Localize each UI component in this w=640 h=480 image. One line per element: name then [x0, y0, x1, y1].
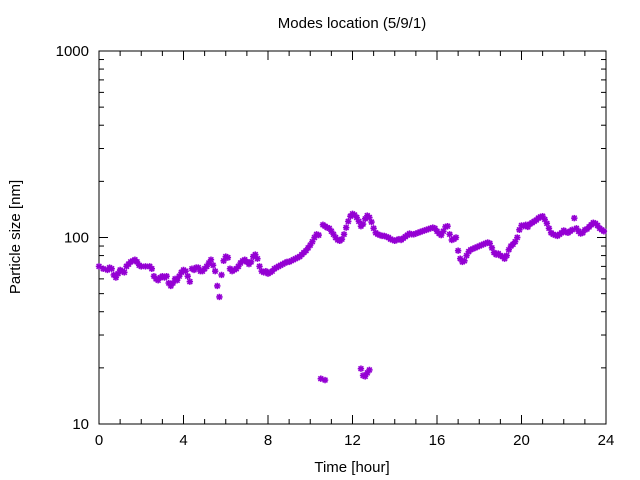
data-point — [452, 234, 460, 241]
data-point — [454, 247, 462, 254]
data-point — [184, 273, 191, 280]
data-points — [95, 210, 608, 384]
data-point — [342, 224, 350, 231]
x-tick-label: 4 — [179, 432, 187, 449]
data-point — [186, 278, 194, 285]
data-point — [121, 269, 128, 276]
data-point — [182, 267, 189, 275]
chart-title: Modes location (5/9/1) — [278, 15, 426, 32]
y-axis-label: Particle size [nm] — [7, 180, 24, 294]
data-point — [214, 282, 221, 290]
data-point — [368, 218, 375, 226]
data-point — [514, 234, 521, 241]
data-point — [218, 271, 225, 279]
data-point — [359, 220, 367, 228]
y-tick-labels: 10 100 1000 — [56, 43, 89, 433]
data-point — [148, 265, 156, 272]
data-point — [209, 262, 217, 269]
data-point — [108, 265, 115, 272]
y-tick-label: 10 — [72, 416, 89, 433]
data-point — [345, 218, 352, 225]
x-tick-label: 0 — [95, 432, 103, 449]
x-tick-label: 16 — [429, 432, 446, 449]
data-point — [444, 222, 451, 230]
data-point — [254, 255, 261, 262]
ticks — [98, 50, 607, 425]
data-point — [505, 246, 513, 253]
x-tick-label: 24 — [598, 432, 615, 449]
x-axis-label: Time [hour] — [314, 459, 389, 476]
data-point — [357, 365, 365, 372]
x-tick-label: 20 — [513, 432, 530, 449]
data-point — [307, 241, 314, 249]
data-point — [207, 256, 215, 263]
data-point — [247, 258, 255, 266]
data-point — [461, 257, 468, 265]
data-point — [211, 267, 219, 275]
data-point — [163, 273, 170, 280]
data-point — [366, 366, 373, 374]
plot-frame — [98, 50, 607, 425]
data-point — [446, 231, 453, 238]
y-tick-label: 100 — [64, 230, 89, 247]
data-point — [315, 231, 322, 239]
x-tick-labels: 0 4 8 12 16 20 24 — [95, 432, 615, 449]
data-point — [600, 228, 608, 235]
data-point — [571, 214, 578, 222]
data-point — [340, 231, 348, 238]
x-tick-label: 8 — [264, 432, 272, 449]
data-point — [543, 220, 551, 227]
data-point — [216, 293, 223, 301]
data-point — [503, 252, 510, 259]
y-tick-label: 1000 — [56, 43, 89, 60]
data-point — [321, 376, 329, 384]
data-point — [224, 254, 232, 261]
x-tick-label: 12 — [344, 432, 361, 449]
